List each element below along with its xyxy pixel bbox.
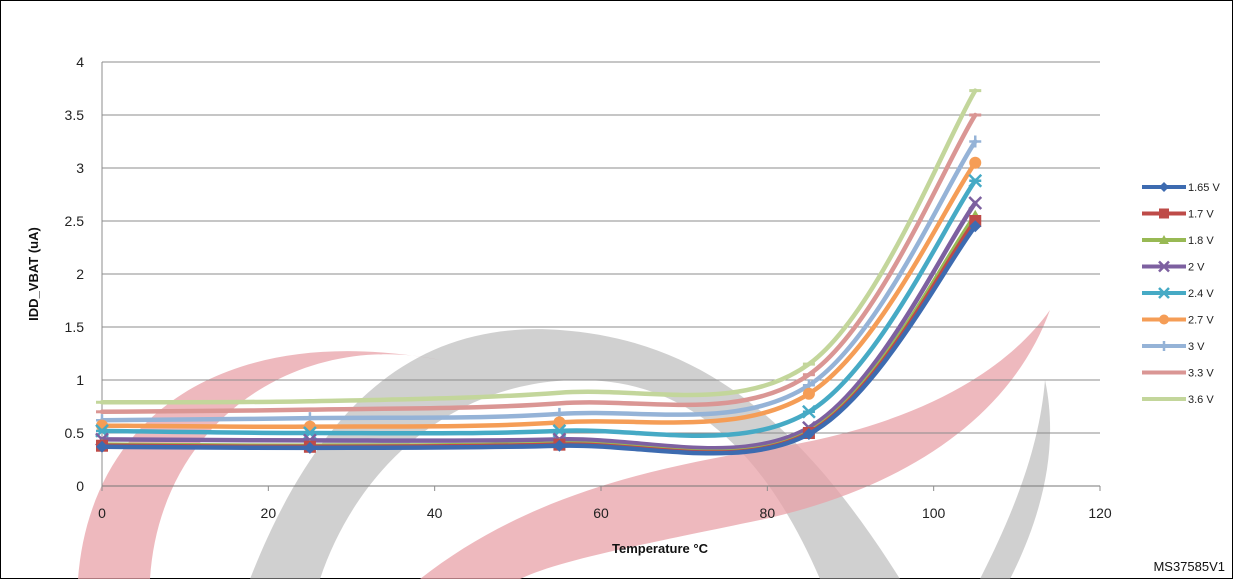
legend-entry: 3.6 V — [1142, 394, 1214, 406]
legend-label: 3 V — [1188, 341, 1205, 353]
data-point — [1159, 208, 1169, 219]
data-point — [1159, 314, 1169, 325]
legend-entry: 3 V — [1142, 341, 1205, 353]
series-3-3-v — [96, 112, 982, 415]
data-point — [1158, 260, 1170, 273]
series-line — [99, 160, 978, 430]
legend-label: 2.4 V — [1188, 288, 1214, 300]
figure-code: MS37585V1 — [1153, 559, 1225, 574]
data-point — [1159, 341, 1169, 351]
legend-entry: 2 V — [1142, 260, 1205, 274]
series-line — [99, 224, 978, 456]
x-tick-label: 60 — [593, 505, 609, 521]
data-point — [968, 173, 983, 188]
legend-entry: 2.7 V — [1142, 314, 1214, 327]
y-tick-label: 4 — [76, 54, 84, 70]
legend-entry: 1.7 V — [1142, 208, 1214, 221]
data-point — [1159, 235, 1169, 244]
y-tick-label: 0 — [76, 478, 84, 494]
legend-label: 2.7 V — [1188, 315, 1214, 327]
legend-entry: 2.4 V — [1142, 287, 1214, 300]
x-tick-label: 40 — [427, 505, 443, 521]
y-tick-label: 0.5 — [65, 425, 85, 441]
series-line — [99, 112, 978, 415]
legend-label: 3.3 V — [1188, 368, 1214, 380]
y-tick-label: 3.5 — [65, 107, 85, 123]
data-point — [802, 404, 816, 419]
legend-entry: 1.65 V — [1142, 182, 1220, 194]
data-point — [553, 439, 566, 452]
legend: 1.65 V 1.7 V 1.8 V 2 V 2.4 V 2.7 V 3 V 3.3 V 3.6… — [1142, 182, 1220, 406]
x-tick-label: 20 — [261, 505, 277, 521]
x-tick-label: 100 — [922, 505, 946, 521]
data-point — [802, 387, 815, 400]
legend-label: 1.8 V — [1188, 235, 1214, 247]
y-tick-label: 2.5 — [65, 213, 85, 229]
data-point — [969, 220, 982, 233]
data-point — [802, 428, 815, 441]
y-tick-label: 3 — [76, 160, 84, 176]
series-line — [99, 88, 978, 405]
series-1-65-v — [96, 220, 982, 456]
x-tick-label: 0 — [98, 505, 106, 521]
series-line — [99, 139, 978, 423]
series-3-6-v — [96, 88, 982, 405]
data-point — [969, 156, 982, 169]
data-point — [1158, 287, 1170, 299]
y-tick-label: 1 — [76, 372, 84, 388]
x-axis-title: Temperature °C — [612, 541, 709, 556]
data-point — [968, 196, 983, 210]
legend-label: 1.7 V — [1188, 209, 1214, 221]
x-tick-label: 120 — [1088, 505, 1112, 521]
data-point — [969, 135, 982, 148]
series-line — [99, 200, 978, 451]
data-point — [303, 441, 316, 454]
legend-label: 3.6 V — [1188, 394, 1214, 406]
series-2-4-v — [95, 173, 983, 440]
legend-entry: 1.8 V — [1142, 235, 1214, 247]
y-tick-label: 1.5 — [65, 319, 85, 335]
y-tick-label: 2 — [76, 266, 84, 282]
series-lines — [95, 88, 983, 456]
data-point — [553, 416, 566, 429]
axes: 00.511.522.533.540 20 40 60 80 100 120 — [65, 54, 1112, 521]
x-tick-label: 80 — [760, 505, 776, 521]
legend-label: 2 V — [1188, 262, 1205, 274]
legend-entry: 3.3 V — [1142, 368, 1214, 380]
legend-label: 1.65 V — [1188, 182, 1220, 194]
series-line — [99, 178, 978, 439]
data-point — [1159, 182, 1169, 192]
y-axis-title: IDD_VBAT (uA) — [26, 227, 41, 321]
data-point — [96, 440, 108, 453]
watermark-logo — [78, 310, 1051, 579]
